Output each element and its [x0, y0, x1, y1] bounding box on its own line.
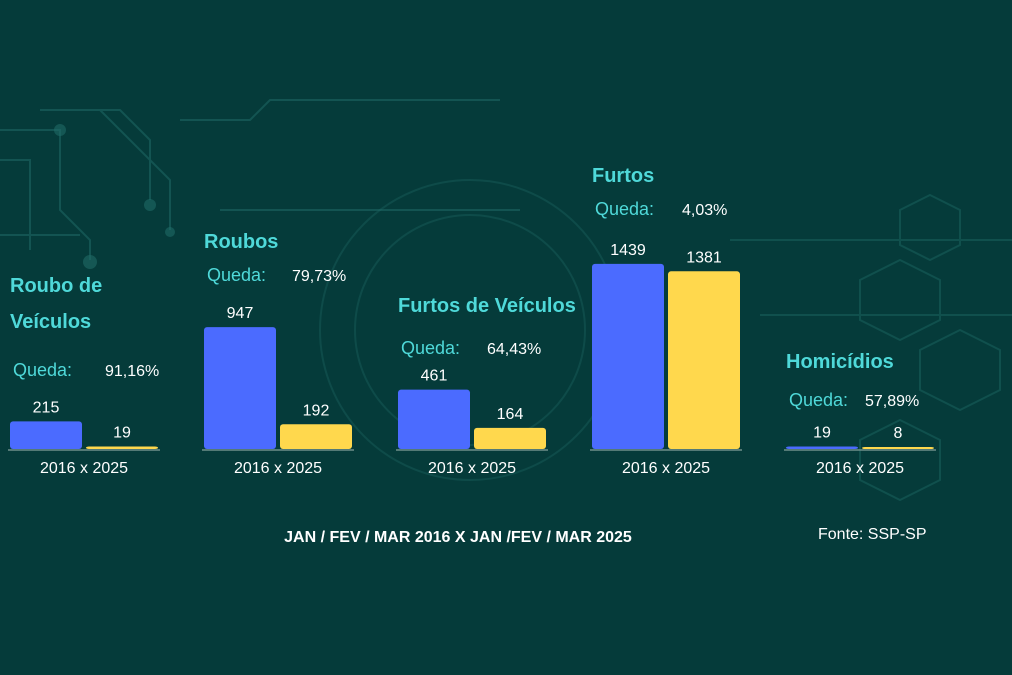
bar-2025 — [86, 446, 158, 449]
bar-value-label: 461 — [421, 368, 448, 385]
queda-value: 4,03% — [682, 202, 727, 219]
bar-value-label: 164 — [497, 406, 524, 423]
queda-label: Queda: — [595, 199, 654, 219]
bar-value-label: 8 — [894, 425, 903, 442]
group-title: Veículos — [10, 311, 91, 333]
group-title: Roubo de — [10, 275, 102, 297]
bar-value-label: 1381 — [686, 249, 722, 266]
x-tick-label: 2016 x 2025 — [816, 460, 904, 477]
bar-value-label: 1439 — [610, 242, 646, 259]
x-tick-label: 2016 x 2025 — [428, 460, 516, 477]
group-title: Roubos — [204, 231, 278, 253]
bar-2025 — [668, 271, 740, 449]
x-tick-label: 2016 x 2025 — [622, 460, 710, 477]
group-title: Furtos de Veículos — [398, 295, 576, 317]
queda-value: 79,73% — [292, 268, 346, 285]
group-title: Furtos — [592, 165, 654, 187]
bar-2025 — [474, 427, 546, 449]
bar-value-label: 192 — [303, 402, 330, 419]
queda-label: Queda: — [401, 338, 460, 358]
bar-value-label: 947 — [227, 305, 254, 322]
group-title: Homicídios — [786, 351, 894, 373]
bar-2016 — [786, 446, 858, 449]
queda-label: Queda: — [13, 360, 72, 380]
bar-2016 — [204, 327, 276, 449]
queda-label: Queda: — [207, 265, 266, 285]
period-comparison-caption: JAN / FEV / MAR 2016 X JAN /FEV / MAR 20… — [284, 529, 632, 546]
bar-2025 — [862, 447, 934, 449]
source-credit: Fonte: SSP-SP — [818, 526, 927, 543]
queda-value: 91,16% — [105, 363, 159, 380]
bar-value-label: 19 — [813, 425, 831, 442]
queda-value: 57,89% — [865, 393, 919, 410]
queda-value: 64,43% — [487, 341, 541, 358]
queda-label: Queda: — [789, 390, 848, 410]
bar-value-label: 19 — [113, 425, 131, 442]
bar-2016 — [592, 263, 664, 449]
bar-2025 — [280, 424, 352, 449]
bar-2016 — [10, 421, 82, 449]
bar-value-label: 215 — [33, 399, 60, 416]
x-tick-label: 2016 x 2025 — [234, 460, 322, 477]
x-tick-label: 2016 x 2025 — [40, 460, 128, 477]
bar-2016 — [398, 389, 470, 449]
